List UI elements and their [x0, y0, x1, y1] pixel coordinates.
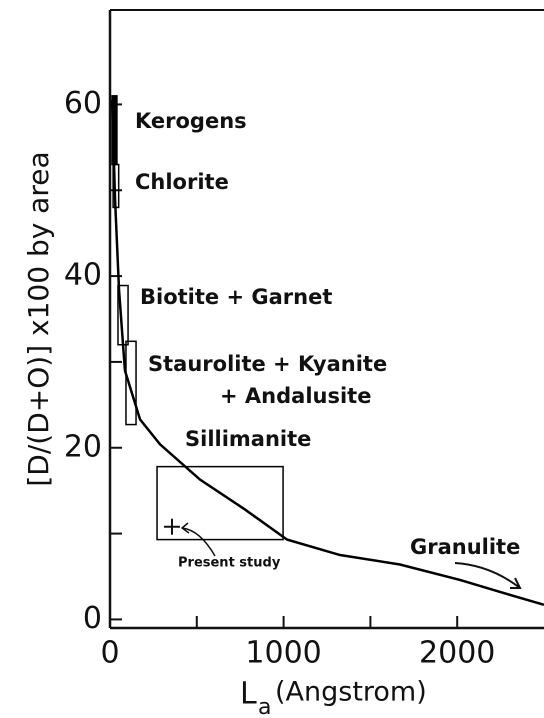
- present-study-arrow: [180, 522, 216, 557]
- granulite-arrow: [454, 562, 522, 589]
- range-label: Sillimanite: [185, 427, 311, 451]
- curve: [110, 100, 544, 607]
- range-label: Biotite + Garnet: [140, 285, 332, 309]
- y-tick-label: 20: [64, 429, 102, 464]
- x-label-main: L: [240, 677, 257, 712]
- x-tick-label: 2000: [419, 636, 495, 671]
- x-label-sub: a: [258, 695, 271, 718]
- x-tick-label: 1000: [245, 636, 321, 671]
- range-label: + Andalusite: [220, 384, 371, 408]
- range-label: Chlorite: [135, 170, 229, 194]
- range-label: Staurolite + Kyanite: [148, 352, 387, 376]
- x-label-unit: (Angstrom): [275, 677, 427, 708]
- y-tick-label: 40: [64, 258, 102, 293]
- present-study-marker: [163, 518, 180, 535]
- y-axis-label: [D/(D+O)] x100 by area: [22, 151, 55, 486]
- range-box: [125, 340, 137, 426]
- present-study-label: Present study: [178, 556, 281, 571]
- range-box: [156, 465, 284, 541]
- annotation: Granulite: [410, 535, 520, 559]
- x-tick-label: 0: [100, 636, 119, 671]
- range-label: Kerogens: [135, 109, 247, 133]
- y-tick-label: 60: [64, 86, 102, 121]
- y-tick-label: 0: [83, 601, 102, 636]
